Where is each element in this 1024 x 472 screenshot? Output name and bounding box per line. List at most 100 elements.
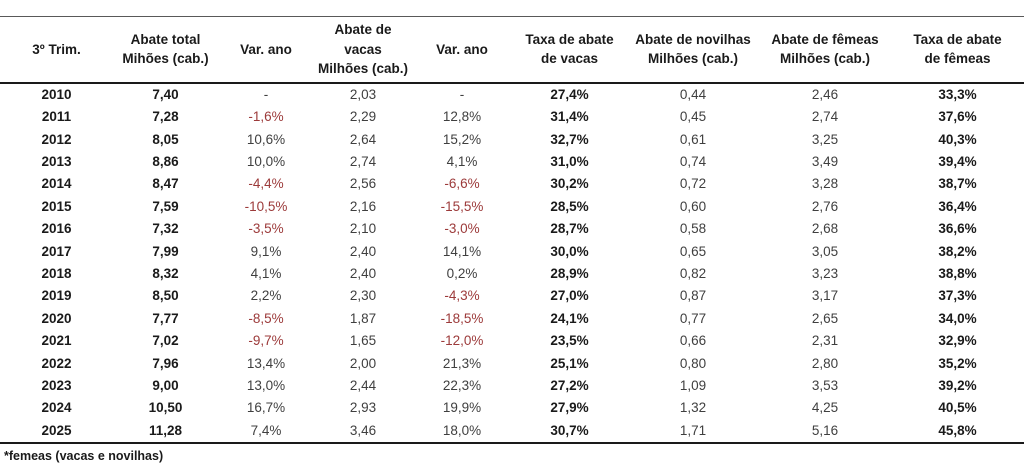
cell-taxa-de-abate-de-femeas: 45,8% bbox=[938, 422, 977, 438]
cell-var-ano-vacas: 22,3% bbox=[442, 377, 482, 393]
cell-taxa-de-abate-de-vacas: 27,0% bbox=[550, 288, 589, 304]
cell-trimestre-ano: 2020 bbox=[41, 310, 72, 326]
table-row: 2016 7,32 -3,5% 2,10 -3,0% 28,7% 0,58 2,68 36,6% bbox=[0, 218, 1024, 240]
cell-taxa-de-abate-de-femeas: 32,9% bbox=[938, 333, 977, 349]
cell-trimestre-ano: 2025 bbox=[41, 422, 72, 438]
cell-abate-de-vacas: 3,46 bbox=[349, 422, 377, 438]
cell-abate-de-vacas: 2,40 bbox=[349, 265, 377, 281]
cell-trimestre-ano: 2011 bbox=[41, 109, 72, 125]
table-row: 2017 7,99 9,1% 2,40 14,1% 30,0% 0,65 3,05 38,2% bbox=[0, 241, 1024, 263]
cell-abate-de-novilhas: 0,72 bbox=[679, 176, 707, 192]
cell-taxa-de-abate-de-femeas: 39,4% bbox=[938, 153, 977, 169]
cell-abate-de-femeas: 2,80 bbox=[811, 355, 839, 371]
cell-abate-total: 7,40 bbox=[152, 86, 179, 102]
cell-var-ano-total: -3,5% bbox=[248, 221, 284, 237]
cell-taxa-de-abate-de-vacas: 30,0% bbox=[550, 243, 589, 259]
cell-var-ano-total: -10,5% bbox=[244, 198, 288, 214]
column-header-line: de vacas bbox=[540, 51, 599, 67]
table-row: 2014 8,47 -4,4% 2,56 -6,6% 30,2% 0,72 3,28 38,7% bbox=[0, 173, 1024, 195]
cell-var-ano-vacas: -3,0% bbox=[444, 221, 480, 237]
table-body: 2010 7,40 - 2,03 - 27,4% 0,44 2,46 33,3% 2011 7,28… bbox=[0, 83, 1024, 444]
column-header-line: Abate de vacas bbox=[334, 22, 392, 57]
cell-abate-total: 7,02 bbox=[152, 333, 179, 349]
cell-taxa-de-abate-de-femeas: 33,3% bbox=[938, 86, 977, 102]
cell-abate-de-vacas: 2,44 bbox=[349, 377, 377, 393]
cell-abate-de-femeas: 3,25 bbox=[811, 131, 839, 147]
cell-abate-de-vacas: 2,29 bbox=[349, 109, 377, 125]
cell-trimestre-ano: 2022 bbox=[41, 355, 72, 371]
cell-abate-de-vacas: 2,56 bbox=[349, 176, 377, 192]
table-row: 2018 8,32 4,1% 2,40 0,2% 28,9% 0,82 3,23 38,8% bbox=[0, 263, 1024, 285]
cell-var-ano-vacas: 12,8% bbox=[442, 109, 482, 125]
column-header-var-ano-vacas: Var. ano bbox=[412, 17, 512, 83]
column-header-line: Mihões (cab.) bbox=[122, 51, 209, 67]
cell-abate-de-novilhas: 0,65 bbox=[679, 243, 707, 259]
cell-abate-de-vacas: 2,64 bbox=[349, 131, 377, 147]
column-header-line: 3º Trim. bbox=[32, 41, 81, 57]
cell-var-ano-total: 10,0% bbox=[246, 153, 286, 169]
cell-var-ano-vacas: -18,5% bbox=[440, 310, 484, 326]
table-row: 2011 7,28 -1,6% 2,29 12,8% 31,4% 0,45 2,74 37,6% bbox=[0, 106, 1024, 128]
cell-abate-de-femeas: 3,23 bbox=[811, 265, 839, 281]
cell-var-ano-vacas: -15,5% bbox=[440, 198, 484, 214]
cell-abate-de-femeas: 3,17 bbox=[811, 288, 839, 304]
cell-abate-de-femeas: 2,76 bbox=[811, 198, 839, 214]
cell-trimestre-ano: 2024 bbox=[41, 400, 72, 416]
column-header-line: Var. ano bbox=[240, 41, 292, 57]
cell-var-ano-total: -9,7% bbox=[248, 333, 284, 349]
cell-abate-total: 8,05 bbox=[152, 131, 179, 147]
cell-taxa-de-abate-de-femeas: 36,6% bbox=[938, 221, 977, 237]
cell-var-ano-vacas: -4,3% bbox=[444, 288, 480, 304]
table-header: 3º Trim. Abate total Mihões (cab.) Var. ano… bbox=[0, 16, 1024, 83]
cell-abate-de-novilhas: 0,66 bbox=[679, 333, 707, 349]
cell-taxa-de-abate-de-femeas: 35,2% bbox=[938, 355, 977, 371]
table-row: 2024 10,50 16,7% 2,93 19,9% 27,9% 1,32 4,25 40,5… bbox=[0, 397, 1024, 419]
cell-var-ano-vacas: 21,3% bbox=[442, 355, 482, 371]
cell-abate-de-vacas: 2,03 bbox=[349, 86, 377, 102]
cell-var-ano-total: -8,5% bbox=[248, 310, 284, 326]
cell-abate-de-vacas: 2,16 bbox=[349, 198, 377, 214]
cell-abate-de-novilhas: 0,74 bbox=[679, 153, 707, 169]
cell-taxa-de-abate-de-femeas: 38,7% bbox=[938, 176, 977, 192]
cell-var-ano-total: -4,4% bbox=[248, 176, 284, 192]
cell-var-ano-vacas: 15,2% bbox=[442, 131, 482, 147]
table-row: 2023 9,00 13,0% 2,44 22,3% 27,2% 1,09 3,53 39,2% bbox=[0, 375, 1024, 397]
cell-taxa-de-abate-de-femeas: 40,5% bbox=[938, 400, 977, 416]
cell-abate-de-novilhas: 0,60 bbox=[679, 198, 707, 214]
cell-abate-de-novilhas: 1,32 bbox=[679, 400, 707, 416]
cell-abate-total: 9,00 bbox=[152, 377, 179, 393]
cell-var-ano-vacas: 14,1% bbox=[442, 243, 482, 259]
column-header-abate-total: Abate total Mihões (cab.) bbox=[113, 17, 218, 83]
table-row: 2020 7,77 -8,5% 1,87 -18,5% 24,1% 0,77 2,65 34,0… bbox=[0, 308, 1024, 330]
cell-taxa-de-abate-de-femeas: 38,2% bbox=[938, 243, 977, 259]
cell-taxa-de-abate-de-vacas: 30,2% bbox=[550, 176, 589, 192]
cell-taxa-de-abate-de-femeas: 38,8% bbox=[938, 265, 977, 281]
cell-abate-de-femeas: 3,28 bbox=[811, 176, 839, 192]
cell-abate-de-femeas: 4,25 bbox=[811, 400, 839, 416]
cell-abate-de-femeas: 5,16 bbox=[811, 422, 839, 438]
column-header-line: Var. ano bbox=[436, 41, 488, 57]
cell-abate-de-femeas: 2,74 bbox=[811, 109, 839, 125]
table-row: 2025 11,28 7,4% 3,46 18,0% 30,7% 1,71 5,16 45,8% bbox=[0, 420, 1024, 443]
cell-taxa-de-abate-de-femeas: 36,4% bbox=[938, 198, 977, 214]
cell-var-ano-vacas: 4,1% bbox=[446, 153, 478, 169]
cell-abate-de-femeas: 3,49 bbox=[811, 153, 839, 169]
cell-taxa-de-abate-de-vacas: 27,4% bbox=[550, 86, 589, 102]
table-row: 2010 7,40 - 2,03 - 27,4% 0,44 2,46 33,3% bbox=[0, 83, 1024, 106]
cell-taxa-de-abate-de-vacas: 24,1% bbox=[550, 310, 589, 326]
column-header-line: Abate total bbox=[130, 31, 201, 47]
table-row: 2021 7,02 -9,7% 1,65 -12,0% 23,5% 0,66 2,31 32,9… bbox=[0, 330, 1024, 352]
column-header-trimestre-ano: 3º Trim. bbox=[0, 17, 113, 83]
cell-abate-de-femeas: 2,31 bbox=[811, 333, 839, 349]
cell-abate-de-novilhas: 1,09 bbox=[679, 377, 707, 393]
cell-abate-total: 8,50 bbox=[152, 288, 179, 304]
cell-abate-de-femeas: 3,05 bbox=[811, 243, 839, 259]
cell-trimestre-ano: 2017 bbox=[41, 243, 72, 259]
table-row: 2022 7,96 13,4% 2,00 21,3% 25,1% 0,80 2,80 35,2% bbox=[0, 353, 1024, 375]
table-row: 2019 8,50 2,2% 2,30 -4,3% 27,0% 0,87 3,17 37,3% bbox=[0, 285, 1024, 307]
cell-abate-de-vacas: 1,87 bbox=[349, 310, 377, 326]
column-header-abate-de-novilhas: Abate de novilhas Milhões (cab.) bbox=[627, 17, 759, 83]
cell-abate-total: 7,99 bbox=[152, 243, 179, 259]
column-header-taxa-de-abate-de-femeas: Taxa de abate de fêmeas bbox=[891, 17, 1024, 83]
cell-abate-de-novilhas: 1,71 bbox=[679, 422, 707, 438]
